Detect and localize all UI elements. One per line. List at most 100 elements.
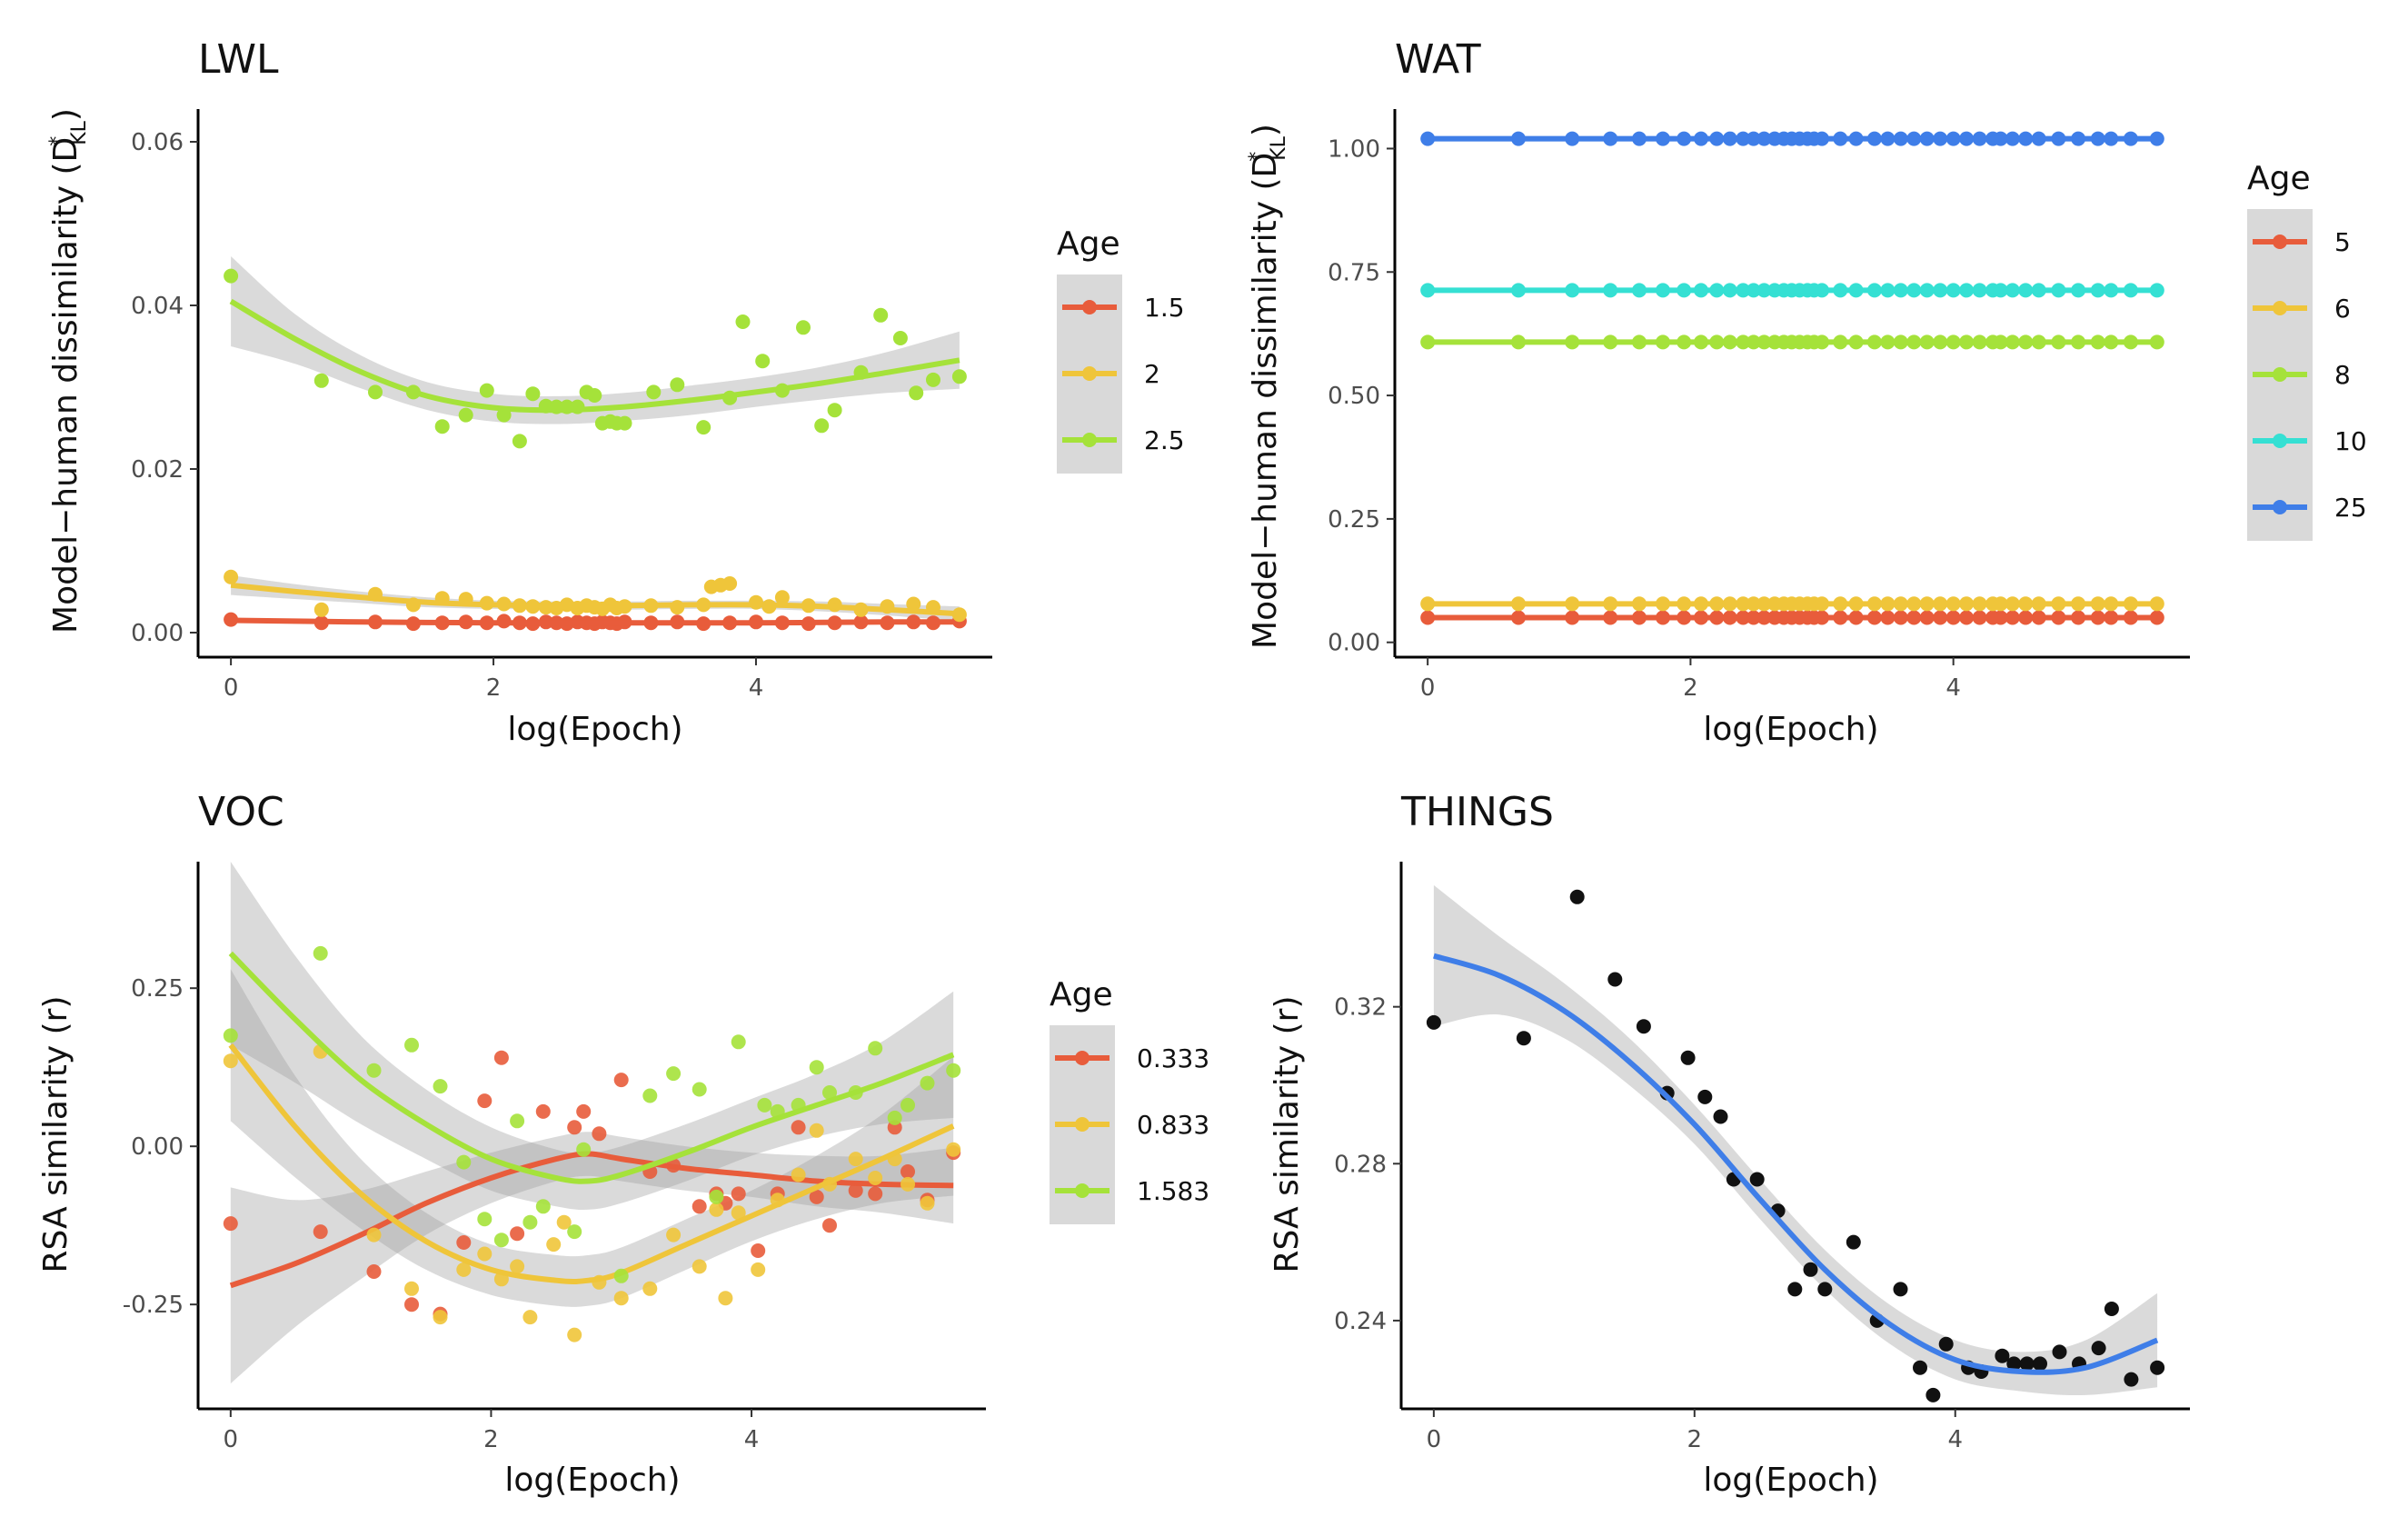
data-point-voc-0.333: [510, 1226, 525, 1242]
data-point-voc-0.833: [666, 1227, 682, 1243]
legend-label-lwl-2.5: 2.5: [1144, 425, 1185, 455]
fit-line-things-points: [1433, 953, 2159, 1375]
data-point-voc-0.833: [791, 1167, 806, 1183]
data-point-things-points: [1426, 1014, 1441, 1030]
data-point-voc-1.583: [642, 1088, 658, 1103]
data-point-voc-0.333: [456, 1235, 472, 1250]
y-tick-label-things: 0.24: [1334, 1308, 1387, 1335]
data-point-voc-0.833: [868, 1171, 883, 1185]
panel-voc: VOC 0 2 4 -0.25 0.00 0.25 log(Epoch) RSA simi…: [37, 789, 1209, 1499]
y-tick-label-wat: 0.50: [1328, 383, 1380, 410]
x-tick-label-lwl: 2: [486, 674, 502, 702]
legend-title-wat: Age: [2247, 160, 2311, 197]
data-point-things-points: [2104, 1302, 2119, 1316]
y-tick-label-wat: 0.75: [1328, 259, 1380, 286]
confidence-band-voc-0.833: [230, 969, 954, 1307]
data-point-lwl-2: [224, 569, 239, 584]
panel-wat: WAT 0 2 4 0.00 0.25 0.50 0.75 1.00 log(Epoch) M…: [1246, 36, 2367, 748]
data-point-things-points: [1749, 1172, 1765, 1187]
data-point-voc-0.833: [456, 1262, 472, 1277]
data-point-things-points: [1893, 1282, 1908, 1297]
legend-title-lwl: Age: [1057, 225, 1120, 263]
data-point-things-points: [1995, 1348, 2010, 1363]
data-point-lwl-2.5: [224, 268, 239, 284]
legend-dot-wat-25: [2273, 500, 2287, 514]
data-point-voc-1.583: [613, 1268, 629, 1283]
data-point-voc-0.333: [822, 1218, 837, 1233]
fit-line-lwl-2: [230, 582, 960, 617]
legend-label-lwl-2: 2: [1144, 359, 1160, 389]
data-point-voc-1.583: [920, 1075, 935, 1091]
x-tick-label-wat: 2: [1683, 674, 1698, 702]
data-point-things-points: [2006, 1356, 2022, 1372]
legend-dot-wat-8: [2273, 367, 2287, 382]
legend-label-voc-1.583: 1.583: [1137, 1176, 1209, 1206]
legend-voc: Age 0.333 0.833 1.583: [1050, 976, 1209, 1224]
data-point-voc-0.333: [404, 1297, 419, 1312]
legend-lwl: Age 1.5 2 2.5: [1057, 225, 1185, 474]
data-point-voc-0.333: [576, 1103, 592, 1119]
data-point-voc-0.333: [731, 1186, 746, 1202]
data-point-voc-0.333: [493, 1050, 509, 1065]
data-point-voc-0.333: [848, 1183, 863, 1198]
data-point-things-points: [2052, 1344, 2067, 1360]
data-point-voc-0.833: [546, 1237, 562, 1253]
data-point-voc-1.583: [757, 1097, 772, 1113]
y-axis-title-lwl: Model−human dissimilarity (D*KL): [46, 108, 91, 634]
data-point-voc-0.333: [901, 1164, 915, 1179]
y-tick-label-wat: 1.00: [1328, 135, 1380, 163]
data-point-lwl-2.5: [696, 420, 711, 435]
y-tick-label-things: 0.32: [1334, 994, 1387, 1022]
y-tick-label-wat: 0.25: [1328, 506, 1380, 534]
data-point-voc-0.833: [731, 1205, 746, 1221]
data-point-voc-0.833: [809, 1123, 824, 1138]
data-point-voc-1.583: [887, 1110, 902, 1125]
fit-line-voc-1.583: [228, 951, 955, 1184]
data-point-lwl-2.5: [735, 314, 751, 329]
data-point-voc-0.833: [477, 1246, 493, 1262]
data-point-voc-1.583: [731, 1034, 746, 1050]
y-tick-label-voc: 0.25: [131, 975, 184, 1003]
data-point-things-points: [1938, 1336, 1954, 1352]
data-point-voc-1.583: [366, 1063, 382, 1078]
y-tick-label-lwl: 0.00: [131, 620, 184, 647]
data-point-lwl-2.5: [587, 388, 602, 403]
y-axis-title-wat-main: Model−human dissimilarity (D: [1247, 153, 1284, 649]
data-point-lwl-2: [906, 596, 921, 612]
data-point-voc-1.583: [692, 1082, 707, 1097]
data-point-voc-0.333: [868, 1186, 883, 1202]
legend-dot-wat-6: [2273, 301, 2287, 315]
panel-title-wat: WAT: [1395, 36, 1481, 83]
legend-dot-voc-0.333: [1075, 1051, 1090, 1065]
plot-area-lwl: 0 2 4 0.00 0.02 0.04 0.06: [131, 109, 992, 702]
y-tick-label-lwl: 0.04: [131, 293, 184, 320]
fit-line-voc-0.833: [228, 1043, 955, 1284]
fit-line-lwl-1.5: [231, 617, 960, 626]
legend-label-wat-25: 25: [2334, 493, 2367, 523]
x-tick-label-wat: 0: [1420, 674, 1436, 702]
data-point-voc-1.583: [477, 1212, 493, 1227]
y-axis-title-wat-sub: KL: [1268, 135, 1290, 160]
data-point-voc-0.333: [809, 1189, 824, 1204]
data-point-lwl-2.5: [646, 384, 662, 400]
plot-area-wat: 0 2 4 0.00 0.25 0.50 0.75 1.00: [1328, 109, 2190, 702]
data-point-voc-0.833: [404, 1281, 419, 1296]
y-axis-title-lwl-main: Model−human dissimilarity (D: [47, 137, 85, 634]
data-point-voc-0.333: [613, 1073, 629, 1088]
legend-dot-voc-0.833: [1075, 1117, 1090, 1132]
legend-label-wat-10: 10: [2334, 426, 2367, 456]
y-axis-title-wat-sup: *: [1246, 152, 1269, 162]
legend-dot-wat-10: [2273, 434, 2287, 448]
data-point-things-points: [1787, 1282, 1803, 1297]
data-point-lwl-2.5: [892, 331, 908, 345]
x-axis-title-wat: log(Epoch): [1703, 711, 1878, 748]
panel-title-voc: VOC: [198, 789, 284, 835]
data-point-things-points: [1607, 972, 1623, 987]
x-tick-label-things: 0: [1427, 1426, 1442, 1453]
data-point-voc-1.583: [666, 1066, 682, 1082]
data-point-voc-0.833: [709, 1202, 724, 1217]
data-point-lwl-2.5: [368, 384, 383, 400]
panel-things: THINGS 0 2 4 0.24 0.28 0.32 log(Epoch) RSA si…: [1269, 789, 2190, 1499]
data-point-things-points: [1817, 1282, 1833, 1297]
x-tick-label-things: 4: [1947, 1426, 1963, 1453]
